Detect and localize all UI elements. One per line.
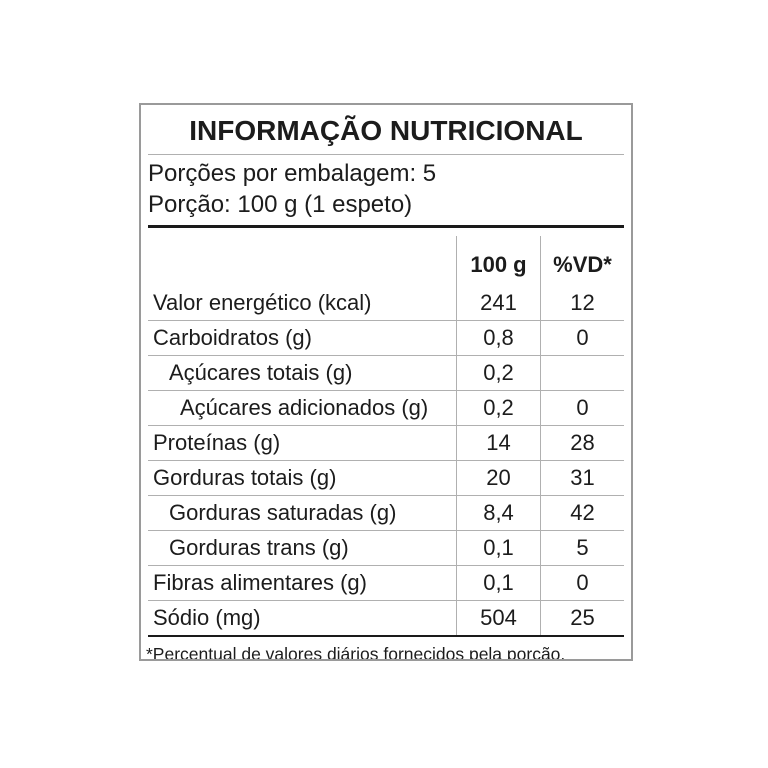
row-amount: 14 bbox=[456, 426, 540, 460]
row-amount: 0,1 bbox=[456, 531, 540, 565]
row-daily-value: 28 bbox=[540, 426, 624, 460]
row-daily-value: 0 bbox=[540, 566, 624, 600]
row-amount: 504 bbox=[456, 601, 540, 635]
row-daily-value: 5 bbox=[540, 531, 624, 565]
footnote: *Percentual de valores diários fornecido… bbox=[146, 644, 566, 661]
nutrition-label: INFORMAÇÃO NUTRICIONAL Porções por embal… bbox=[139, 103, 633, 661]
table-row: Proteínas (g) 14 28 bbox=[148, 425, 624, 460]
row-amount: 241 bbox=[456, 286, 540, 320]
row-amount: 0,2 bbox=[456, 391, 540, 425]
nutrition-table: 100 g %VD* Valor energético (kcal) 241 1… bbox=[148, 236, 624, 635]
footnote-rule bbox=[148, 635, 624, 637]
row-daily-value: 42 bbox=[540, 496, 624, 530]
row-label: Sódio (mg) bbox=[153, 605, 261, 630]
table-row: Açúcares totais (g) 0,2 bbox=[148, 355, 624, 390]
table-row: Gorduras totais (g) 20 31 bbox=[148, 460, 624, 495]
serving-size: Porção: 100 g (1 espeto) bbox=[148, 191, 413, 218]
row-label: Açúcares adicionados (g) bbox=[180, 395, 429, 420]
table-row: Gorduras trans (g) 0,1 5 bbox=[148, 530, 624, 565]
table-row: Fibras alimentares (g) 0,1 0 bbox=[148, 565, 624, 600]
row-label: Fibras alimentares (g) bbox=[153, 570, 367, 595]
table-row: Valor energético (kcal) 241 12 bbox=[148, 286, 624, 320]
header-empty-cell bbox=[148, 236, 456, 286]
label-title: INFORMAÇÃO NUTRICIONAL bbox=[189, 115, 583, 146]
row-label: Açúcares totais (g) bbox=[169, 360, 353, 385]
row-daily-value: 0 bbox=[540, 321, 624, 355]
row-daily-value: 25 bbox=[540, 601, 624, 635]
table-header-row: 100 g %VD* bbox=[148, 236, 624, 286]
row-amount: 0,8 bbox=[456, 321, 540, 355]
row-daily-value: 31 bbox=[540, 461, 624, 495]
title-divider bbox=[148, 154, 624, 155]
row-label: Gorduras trans (g) bbox=[169, 535, 349, 560]
row-label: Proteínas (g) bbox=[153, 430, 281, 455]
table-body: Valor energético (kcal) 241 12 Carboidra… bbox=[148, 286, 624, 635]
row-label: Valor energético (kcal) bbox=[153, 290, 372, 315]
row-amount: 0,1 bbox=[456, 566, 540, 600]
row-daily-value: 12 bbox=[540, 286, 624, 320]
table-row: Gorduras saturadas (g) 8,4 42 bbox=[148, 495, 624, 530]
column-header-daily-value: %VD* bbox=[540, 236, 624, 286]
row-daily-value bbox=[540, 356, 624, 390]
table-row: Açúcares adicionados (g) 0,2 0 bbox=[148, 390, 624, 425]
row-amount: 20 bbox=[456, 461, 540, 495]
servings-per-package: Porções por embalagem: 5 bbox=[148, 160, 437, 187]
table-row: Carboidratos (g) 0,8 0 bbox=[148, 320, 624, 355]
row-amount: 0,2 bbox=[456, 356, 540, 390]
row-label: Gorduras totais (g) bbox=[153, 465, 337, 490]
header-rule bbox=[148, 225, 624, 228]
column-header-amount: 100 g bbox=[456, 236, 540, 286]
row-daily-value: 0 bbox=[540, 391, 624, 425]
row-label: Carboidratos (g) bbox=[153, 325, 312, 350]
table-row: Sódio (mg) 504 25 bbox=[148, 600, 624, 635]
row-label: Gorduras saturadas (g) bbox=[169, 500, 397, 525]
row-amount: 8,4 bbox=[456, 496, 540, 530]
